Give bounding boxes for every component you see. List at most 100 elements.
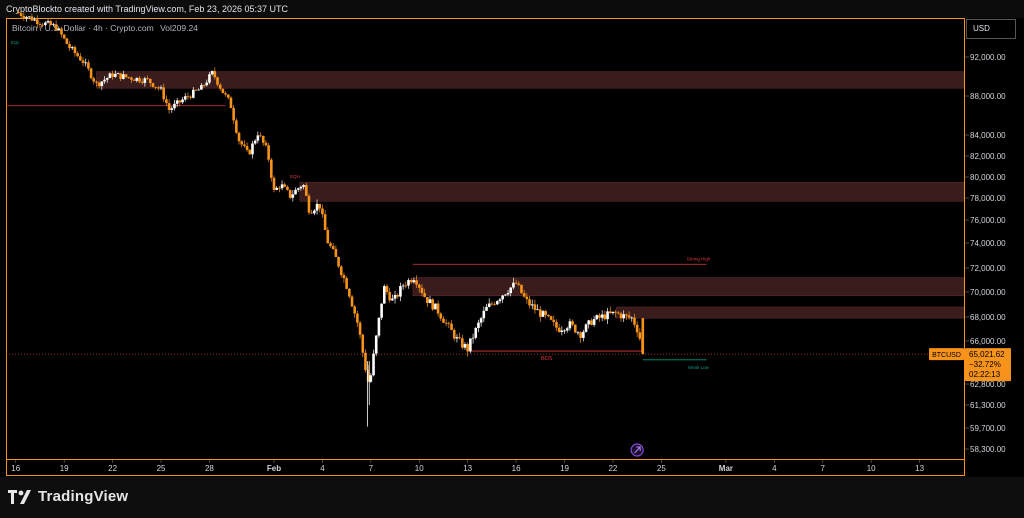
candle-body (582, 331, 585, 338)
candle-body (261, 136, 265, 143)
candle-body (552, 319, 556, 322)
candle-body (436, 303, 440, 314)
footer-bar: TradingView (0, 477, 1024, 518)
candle-body (431, 299, 435, 310)
candle-body (409, 280, 413, 283)
candle-body (60, 28, 63, 35)
candle-body (447, 322, 451, 324)
candle-body (630, 317, 634, 319)
candle-body (426, 297, 429, 304)
candle-body (170, 108, 174, 110)
x-tick-label: 22 (608, 464, 617, 473)
candle-body (132, 79, 136, 81)
candle-body (356, 313, 359, 323)
candle-body (113, 73, 117, 77)
candle-body (506, 293, 510, 295)
candle-body (210, 71, 214, 75)
candle-body (498, 299, 502, 302)
candle-body (119, 73, 122, 79)
price-tag (965, 348, 1011, 382)
tradingview-logo-icon (8, 489, 31, 504)
candle-body (568, 321, 572, 329)
candle-body (372, 353, 375, 376)
candle-body (299, 186, 303, 189)
candle-body (30, 16, 34, 21)
candle-body (19, 13, 23, 17)
candle-body (374, 335, 378, 354)
candle-body (143, 78, 147, 83)
candle-body (337, 257, 340, 267)
candle-body (434, 303, 437, 310)
candle-body (267, 145, 270, 160)
candle-body (504, 294, 507, 296)
candle-body (245, 145, 249, 150)
ticker-tag (929, 348, 964, 361)
candle-body (235, 120, 238, 133)
tradingview-brand: TradingView (38, 488, 129, 505)
candle-body (302, 185, 305, 187)
candle-body (275, 187, 278, 190)
tradingview-logo[interactable]: TradingView (8, 488, 128, 505)
candle-body (549, 316, 553, 320)
candle-body (590, 320, 593, 325)
candle-body (232, 108, 235, 121)
candle-body (339, 266, 343, 276)
candle-body (573, 324, 577, 333)
candle-body (461, 338, 464, 348)
candle-body (65, 38, 69, 45)
candle-body (450, 323, 453, 331)
candle-body (73, 47, 77, 54)
candle-body (52, 24, 55, 26)
candle-body (154, 86, 157, 88)
candle-body (393, 295, 397, 299)
candle-body (619, 313, 623, 319)
candle-body (138, 77, 141, 82)
volume-readout: Vol209.24 (160, 23, 198, 33)
candle-body (366, 370, 370, 382)
y-tick-label: 80,000.00 (970, 173, 1006, 182)
y-tick-label: 66,000.00 (970, 337, 1006, 346)
candle-body (463, 344, 467, 348)
candle-body (291, 194, 295, 198)
x-tick-label: 25 (657, 464, 666, 473)
candle-body (135, 77, 139, 81)
candle-body (517, 283, 521, 285)
candle-body (278, 187, 281, 189)
candle-body (399, 286, 402, 297)
candle-body (38, 24, 42, 25)
candle-body (530, 304, 534, 306)
event-marker-icon[interactable] (630, 443, 644, 457)
candle-body (213, 71, 217, 78)
x-tick-label: Feb (267, 464, 281, 473)
x-tick-label: 22 (108, 464, 117, 473)
candle-body (469, 338, 472, 352)
weak-low-label: Weak Low (688, 365, 710, 370)
x-tick-label: 13 (915, 464, 924, 473)
supply-zone-3 (412, 277, 965, 297)
candle-body (202, 85, 206, 86)
candle-body (294, 189, 297, 195)
candle-body (22, 16, 26, 19)
candle-body (248, 149, 252, 155)
price-value: 65,021.62 (969, 350, 1005, 359)
candle-body (493, 303, 496, 305)
candles (17, 9, 645, 427)
candle-body (288, 189, 292, 198)
price-chart[interactable]: Strong High BOS Weak Low EQH EQL 92,000.00 88,… (0, 0, 1024, 476)
time-axis: 16 19 22 25 28 Feb 4 7 10 13 16 19 22 25 Mar 4 7 10 13 (6, 459, 964, 473)
candle-body (331, 246, 335, 250)
strong-high-label: Strong High (687, 256, 711, 261)
price-axis: 92,000.00 88,000.00 84,000.00 82,000.00 80,0… (964, 18, 1006, 476)
candle-body (251, 143, 254, 155)
candle-body (315, 203, 319, 211)
candle-body (544, 311, 547, 315)
candle-body (401, 285, 405, 287)
symbol-legend[interactable]: Bitcoin / U.S. Dollar · 4h · Crypto.com … (12, 23, 198, 33)
candle-body (192, 89, 195, 98)
candle-body (259, 135, 262, 137)
candle-body (485, 306, 488, 311)
y-tick-label: 78,000.00 (970, 194, 1006, 203)
currency-selector[interactable]: USD (966, 19, 1016, 39)
candle-body (321, 208, 324, 215)
candle-body (474, 328, 478, 338)
